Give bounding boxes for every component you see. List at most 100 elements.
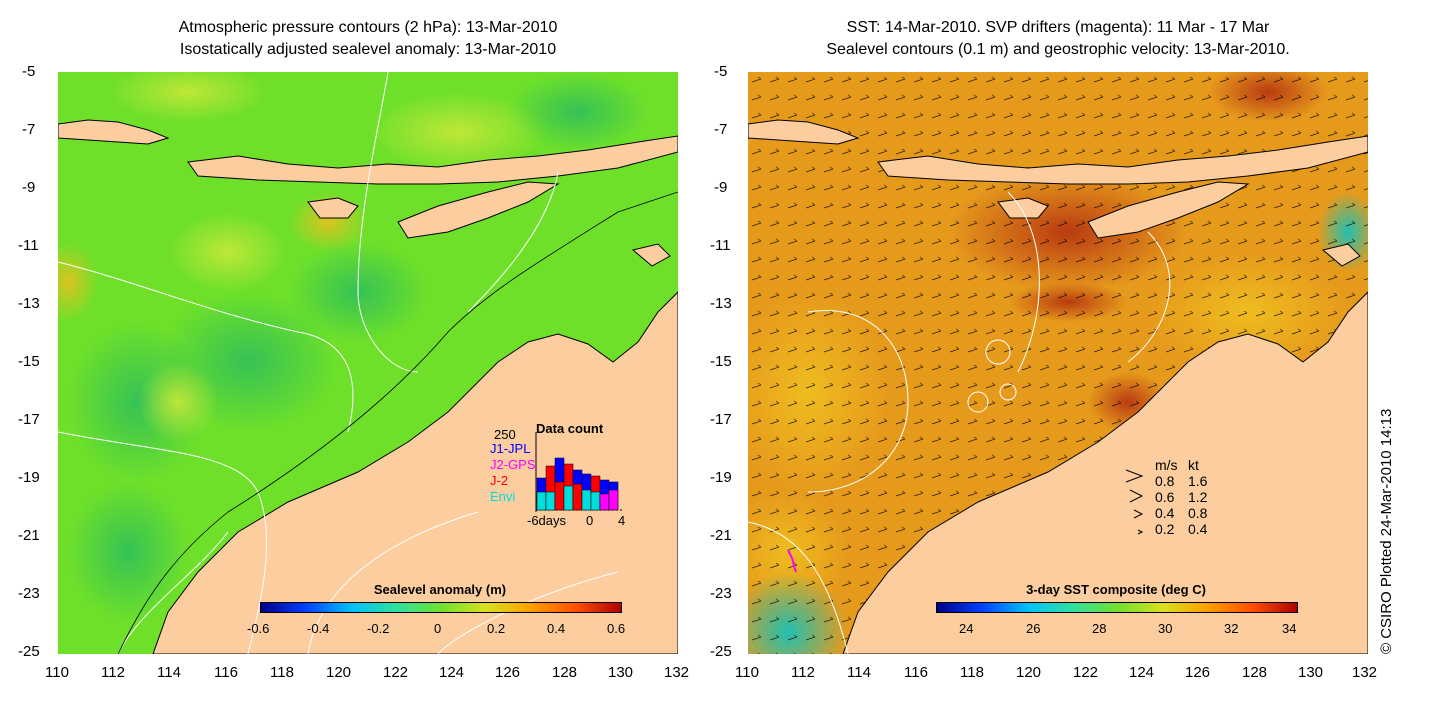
left-y-tick: -7 <box>22 121 36 138</box>
left-x-tick: 128 <box>552 664 578 681</box>
velocity-legend-ms: 0.4 <box>1155 505 1175 521</box>
left-island-timor <box>397 181 560 239</box>
right-x-tick: 122 <box>1073 664 1099 681</box>
right-map <box>748 72 1368 654</box>
left-island-chain <box>187 135 678 185</box>
velocity-legend-header-ms: m/s <box>1155 457 1178 473</box>
right-cb-tick: 34 <box>1282 621 1297 636</box>
right-island-sumba <box>997 197 1049 219</box>
right-x-tick: 132 <box>1352 664 1378 681</box>
credit-text: © CSIRO Plotted 24-Mar-2010 14:13 <box>1378 408 1395 654</box>
right-x-tick: 118 <box>960 664 984 681</box>
left-title-line1: Atmospheric pressure contours (2 hPa): 1… <box>178 19 558 36</box>
left-australia <box>152 291 678 654</box>
legend-j1-jpl: J1-JPL <box>490 441 531 456</box>
left-x-tick: 122 <box>383 664 409 681</box>
left-cb-tick: -0.2 <box>367 621 390 636</box>
right-title-line1: SST: 14-Mar-2010. SVP drifters (magenta)… <box>846 19 1270 36</box>
left-island-sumba <box>307 197 359 219</box>
left-y-tick: -13 <box>18 295 40 312</box>
data-count-max: 250 <box>494 427 516 442</box>
right-island-timor <box>1087 181 1250 239</box>
right-y-tick: -11 <box>710 237 731 254</box>
right-island-java <box>748 119 860 145</box>
right-y-tick: -15 <box>710 353 732 370</box>
velocity-legend-arrows <box>1125 469 1144 535</box>
legend-envi: Envi <box>490 489 516 504</box>
velocity-legend-ms: 0.2 <box>1155 521 1175 537</box>
left-colorbar-label: Sealevel anomaly (m) <box>373 582 507 597</box>
left-y-tick: -19 <box>18 469 40 486</box>
legend-j2-gps: J2-GPS <box>490 457 536 472</box>
left-cb-tick: 0.2 <box>487 621 506 636</box>
left-y-tick: -11 <box>18 237 39 254</box>
velocity-legend-kt: 0.4 <box>1188 521 1208 537</box>
left-y-tick: -15 <box>18 353 40 370</box>
data-count-x-start: -6days <box>527 513 567 528</box>
left-x-tick: 126 <box>495 664 521 681</box>
right-colorbar-label: 3-day SST composite (deg C) <box>1026 582 1206 597</box>
drifter-track <box>787 549 797 573</box>
left-x-tick: 110 <box>45 664 69 681</box>
right-cb-tick: 24 <box>959 621 974 636</box>
right-x-tick: 130 <box>1298 664 1324 681</box>
right-y-tick: -5 <box>714 63 728 80</box>
velocity-legend-ms: 0.6 <box>1155 489 1175 505</box>
right-x-tick: 120 <box>1016 664 1042 681</box>
data-count-x-mid: 0 <box>586 513 594 528</box>
right-cb-tick: 26 <box>1026 621 1041 636</box>
velocity-legend-ms: 0.8 <box>1155 473 1175 489</box>
right-cb-tick: 28 <box>1092 621 1107 636</box>
left-y-tick: -17 <box>18 411 40 428</box>
right-cb-tick: 32 <box>1224 621 1239 636</box>
right-y-tick: -25 <box>710 643 732 660</box>
velocity-legend-kt: 1.2 <box>1188 489 1208 505</box>
left-x-tick: 114 <box>157 664 181 681</box>
right-colorbar <box>936 602 1298 613</box>
left-map <box>58 72 678 654</box>
left-cb-tick: 0 <box>434 621 442 636</box>
right-title-line2: Sealevel contours (0.1 m) and geostrophi… <box>826 41 1290 58</box>
right-x-tick: 128 <box>1242 664 1268 681</box>
right-australia <box>842 291 1368 654</box>
left-y-tick: -23 <box>18 585 40 602</box>
left-colorbar <box>260 602 622 613</box>
left-island-java <box>58 119 170 145</box>
left-y-tick: -21 <box>18 527 40 544</box>
left-y-tick: -5 <box>22 63 36 80</box>
velocity-legend-header-kt: kt <box>1188 457 1199 473</box>
right-y-tick: -17 <box>710 411 732 428</box>
velocity-legend-kt: 1.6 <box>1188 473 1208 489</box>
left-cb-tick: -0.6 <box>247 621 270 636</box>
right-x-tick: 116 <box>904 664 928 681</box>
right-y-tick: -19 <box>710 469 732 486</box>
left-cb-tick: 0.4 <box>547 621 566 636</box>
velocity-legend-kt: 0.8 <box>1188 505 1208 521</box>
left-cb-tick: -0.4 <box>307 621 330 636</box>
right-x-tick: 124 <box>1129 664 1155 681</box>
data-count-title: Data count <box>536 421 604 436</box>
right-cb-tick: 30 <box>1158 621 1173 636</box>
right-y-tick: -7 <box>714 121 728 138</box>
legend-j-2: J-2 <box>490 473 509 488</box>
data-count-x-end: 4 <box>618 513 626 528</box>
right-island-chain <box>877 135 1368 185</box>
left-x-tick: 130 <box>608 664 634 681</box>
left-x-tick: 118 <box>270 664 294 681</box>
left-x-tick: 124 <box>439 664 465 681</box>
right-y-tick: -9 <box>714 179 728 196</box>
left-island-small <box>631 243 671 267</box>
left-y-tick: -9 <box>22 179 36 196</box>
right-island-small <box>1321 243 1361 267</box>
left-x-tick: 132 <box>664 664 690 681</box>
left-x-tick: 120 <box>326 664 352 681</box>
left-cb-tick: 0.6 <box>607 621 626 636</box>
left-x-tick: 116 <box>214 664 238 681</box>
data-count-bars <box>535 432 624 512</box>
right-x-tick: 112 <box>791 664 815 681</box>
right-x-tick: 126 <box>1185 664 1211 681</box>
left-title-line2: Isostatically adjusted sealevel anomaly:… <box>179 41 557 58</box>
right-x-tick: 114 <box>847 664 871 681</box>
right-x-tick: 110 <box>735 664 759 681</box>
left-y-tick: -25 <box>18 643 40 660</box>
